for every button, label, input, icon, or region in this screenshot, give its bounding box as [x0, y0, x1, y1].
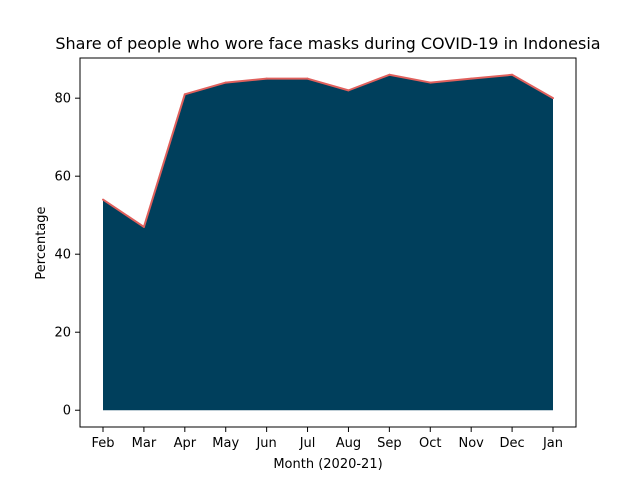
- series-line: [102, 73, 554, 228]
- x-tick-label: Mar: [132, 436, 157, 451]
- data-point-jan: [552, 97, 554, 100]
- x-tick-label: Dec: [500, 436, 525, 451]
- y-tick-label: 60: [54, 170, 71, 185]
- data-point-dec: [511, 73, 514, 76]
- x-tick-label: Jun: [255, 436, 276, 451]
- axes-frame: [79, 57, 577, 428]
- chart-title: Share of people who wore face masks duri…: [55, 34, 600, 53]
- plot-area: [102, 73, 554, 411]
- y-axis: 0 20 40 60 80: [54, 92, 80, 419]
- y-tick-label: 80: [54, 92, 71, 107]
- x-tick-label: Jan: [542, 436, 563, 451]
- y-tick-label: 20: [54, 326, 71, 341]
- data-point-may: [224, 81, 227, 84]
- data-point-feb: [102, 198, 104, 201]
- x-tick-label: Sep: [377, 436, 402, 451]
- data-points: [102, 73, 554, 228]
- x-axis-label: Month (2020-21): [273, 457, 382, 472]
- data-point-jul: [306, 77, 309, 80]
- x-axis: Feb Mar Apr May Jun Jul Aug Sep Oct Nov Dec Jan: [91, 427, 563, 451]
- data-point-mar: [142, 225, 145, 228]
- y-axis-label: Percentage: [34, 206, 49, 279]
- data-point-apr: [183, 93, 186, 96]
- data-point-sep: [388, 73, 391, 76]
- data-point-oct: [429, 81, 432, 84]
- x-tick-label: Aug: [336, 436, 361, 451]
- x-tick-label: Feb: [91, 436, 114, 451]
- data-point-nov: [470, 77, 473, 80]
- x-tick-label: Oct: [419, 436, 441, 451]
- data-point-jun: [265, 77, 268, 80]
- x-tick-label: Jul: [299, 436, 316, 451]
- y-tick-label: 40: [54, 248, 71, 263]
- area-fill: [103, 74, 553, 411]
- x-tick-label: May: [212, 436, 239, 451]
- x-tick-label: Apr: [174, 436, 197, 451]
- y-tick-label: 0: [63, 404, 71, 419]
- x-tick-label: Nov: [458, 436, 484, 451]
- data-point-aug: [347, 89, 350, 92]
